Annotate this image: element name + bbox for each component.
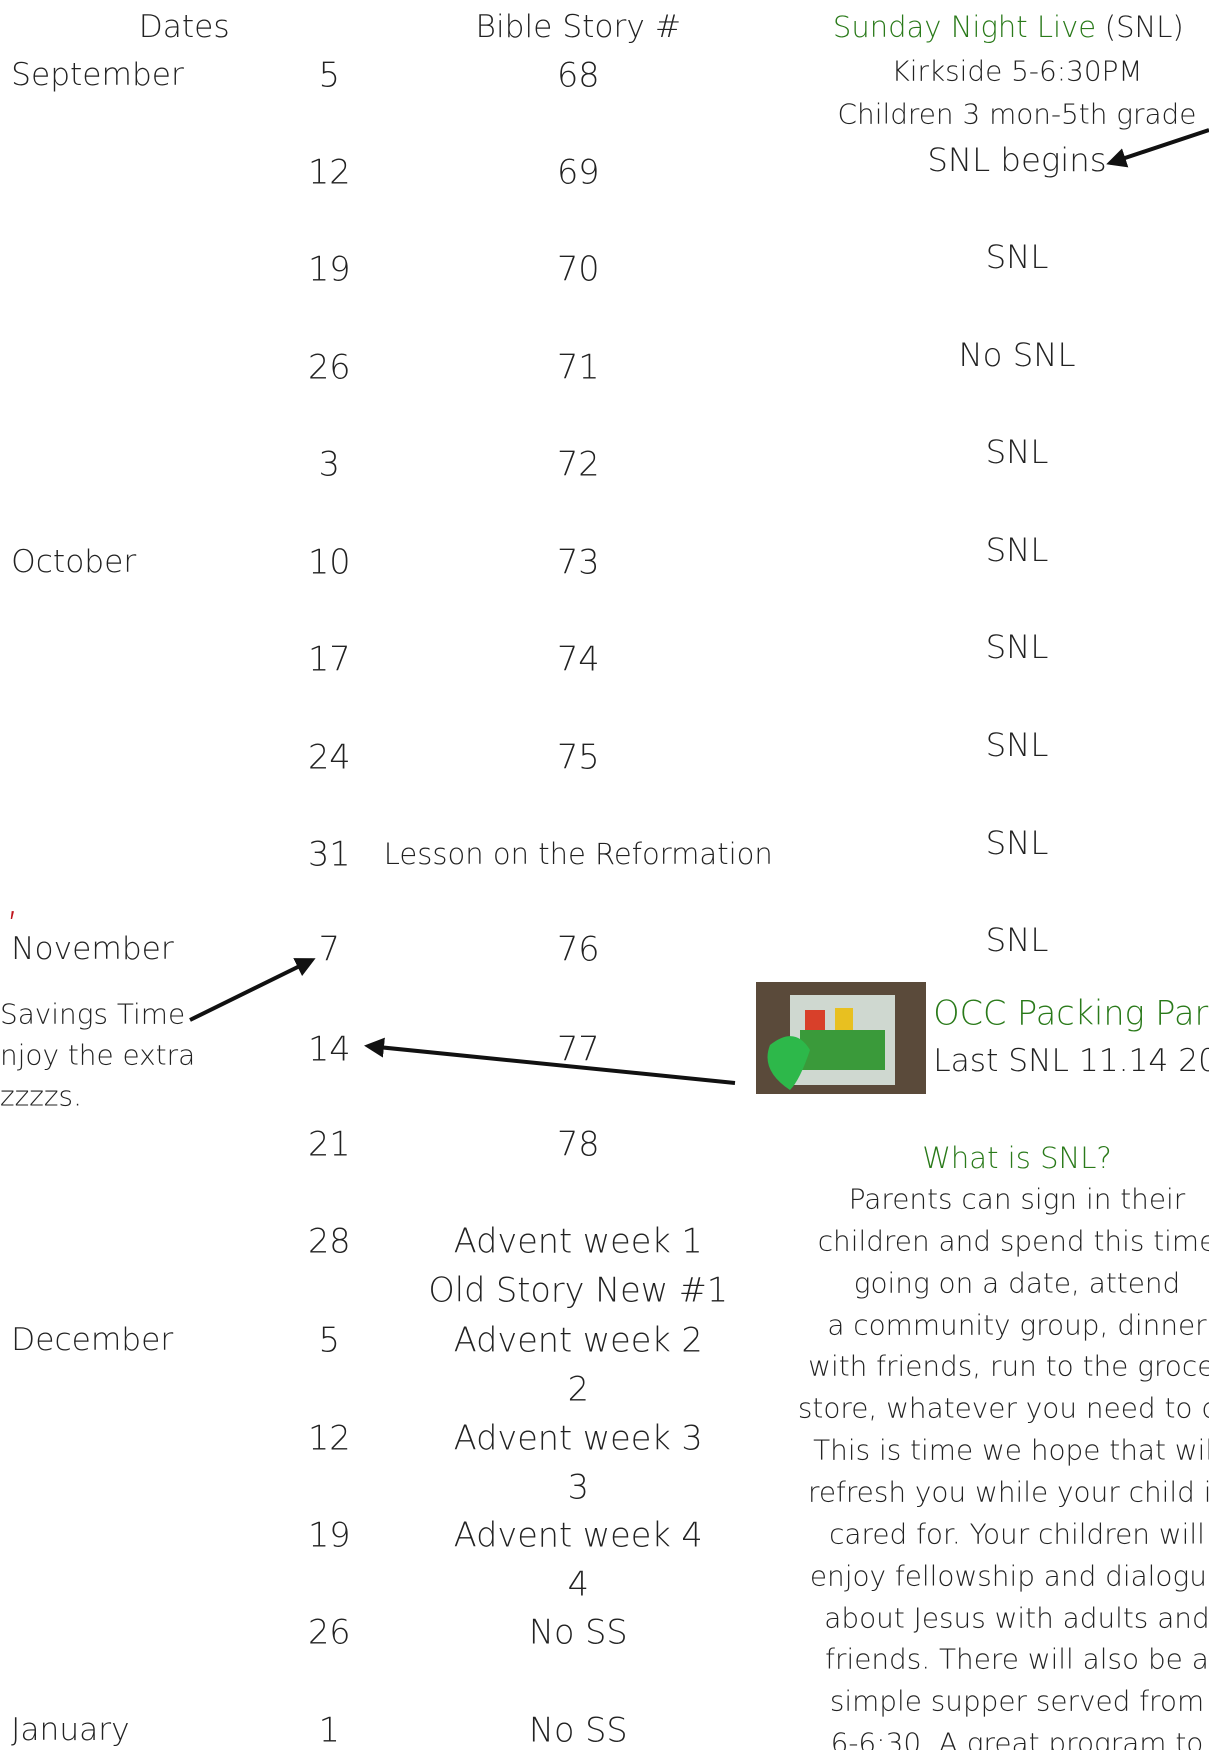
bible-story: No SS bbox=[529, 1711, 628, 1750]
what-line: friends. There will also be a bbox=[825, 1643, 1209, 1676]
what-line: going on a date, attend bbox=[854, 1266, 1181, 1299]
snl-abbr: (SNL) bbox=[1105, 10, 1184, 44]
bible-story: Advent week 2 bbox=[454, 1320, 703, 1359]
date: 28 bbox=[308, 1222, 351, 1261]
date: 12 bbox=[308, 1418, 351, 1457]
snl-entry: No SNL bbox=[958, 336, 1075, 374]
what-title: What is SNL? bbox=[922, 1141, 1112, 1175]
occ-image bbox=[756, 982, 926, 1094]
snl-entry: SNL bbox=[986, 726, 1049, 764]
what-line: enjoy fellowship and dialogue bbox=[810, 1559, 1209, 1592]
date: 3 bbox=[319, 445, 340, 484]
date: 5 bbox=[319, 55, 340, 94]
what-line: 6-6:30. A great program to bbox=[831, 1727, 1204, 1750]
what-line: a community group, dinner bbox=[827, 1308, 1206, 1341]
date: 10 bbox=[308, 542, 351, 581]
side-note: njoy the extra bbox=[0, 1038, 195, 1071]
what-line: This is time we hope that will bbox=[813, 1434, 1209, 1467]
date: 17 bbox=[308, 639, 351, 678]
date: 24 bbox=[308, 737, 351, 776]
date: 14 bbox=[308, 1030, 351, 1069]
month: October bbox=[11, 544, 136, 580]
bible-story: 77 bbox=[557, 1030, 600, 1069]
what-line: with friends, run to the grocer bbox=[808, 1350, 1209, 1383]
date: 26 bbox=[308, 348, 351, 387]
arrow bbox=[190, 960, 312, 1020]
date: 19 bbox=[308, 1515, 351, 1554]
date: 31 bbox=[308, 835, 351, 874]
bible-story: 75 bbox=[557, 737, 600, 776]
month: December bbox=[11, 1322, 173, 1358]
bible-story: No SS bbox=[529, 1613, 628, 1652]
bible-story: 76 bbox=[557, 929, 600, 968]
side-note: Savings Time bbox=[0, 997, 185, 1030]
what-line: refresh you while your child is bbox=[808, 1475, 1209, 1508]
snl-entry: SNL begins bbox=[927, 141, 1106, 179]
snl-info: Children 3 mon-5th grade bbox=[838, 97, 1197, 130]
snl-entry: SNL bbox=[986, 824, 1049, 862]
arrow bbox=[1110, 130, 1209, 163]
month: November bbox=[11, 931, 174, 967]
snl-info: Kirkside 5-6:30PM bbox=[891, 55, 1142, 88]
bible-story: 72 bbox=[557, 445, 600, 484]
occ-title: OCC Packing Part bbox=[933, 993, 1209, 1032]
what-line: about Jesus with adults and bbox=[824, 1601, 1209, 1634]
date: 19 bbox=[308, 250, 351, 289]
month: January bbox=[11, 1712, 129, 1748]
snl-title: Sunday Night Live bbox=[833, 10, 1096, 44]
bible-story: Lesson on the Reformation bbox=[384, 837, 773, 871]
month: September bbox=[11, 57, 184, 93]
snl-entry: SNL bbox=[986, 531, 1049, 569]
what-line: children and spend this time bbox=[818, 1224, 1209, 1257]
snl-entry: SNL bbox=[986, 238, 1049, 276]
date: 1 bbox=[319, 1711, 340, 1750]
bible-story: Old Story New #1 bbox=[428, 1271, 728, 1310]
what-line: Parents can sign in their bbox=[849, 1182, 1186, 1215]
date: 12 bbox=[308, 152, 351, 191]
bible-story: Advent week 3 bbox=[454, 1418, 703, 1457]
bible-story: 3 bbox=[568, 1467, 589, 1506]
bible-story: Advent week 4 bbox=[454, 1515, 703, 1554]
occ-subtitle: Last SNL 11.14 20 bbox=[933, 1043, 1209, 1079]
date: 21 bbox=[308, 1125, 351, 1164]
arrow bbox=[368, 1046, 735, 1083]
snl-entry: SNL bbox=[986, 433, 1049, 471]
bible-story: 71 bbox=[557, 348, 600, 387]
side-mark: , bbox=[6, 873, 20, 925]
bible-story: 78 bbox=[557, 1125, 600, 1164]
column-header: Dates bbox=[139, 9, 230, 45]
date: 5 bbox=[319, 1320, 340, 1359]
page: (() => { const data = JSON.parse(documen… bbox=[0, 0, 1209, 1750]
bible-story: 73 bbox=[557, 542, 600, 581]
snl-entry: SNL bbox=[986, 921, 1049, 959]
bible-story: 4 bbox=[568, 1565, 589, 1604]
snl-entry: SNL bbox=[986, 628, 1049, 666]
date: 26 bbox=[308, 1613, 351, 1652]
bible-story: Advent week 1 bbox=[454, 1222, 703, 1261]
what-line: cared for. Your children will bbox=[829, 1517, 1205, 1550]
side-note: zzzzs. bbox=[0, 1080, 82, 1113]
bible-story: 68 bbox=[557, 55, 600, 94]
bible-story: 74 bbox=[557, 639, 600, 678]
bible-story: 2 bbox=[568, 1369, 589, 1408]
what-line: store, whatever you need to do bbox=[798, 1392, 1209, 1425]
bible-story: 69 bbox=[557, 152, 600, 191]
bible-story: 70 bbox=[557, 250, 600, 289]
what-line: simple supper served from bbox=[830, 1685, 1204, 1718]
column-header: Bible Story # bbox=[476, 9, 682, 45]
date: 7 bbox=[319, 929, 340, 968]
